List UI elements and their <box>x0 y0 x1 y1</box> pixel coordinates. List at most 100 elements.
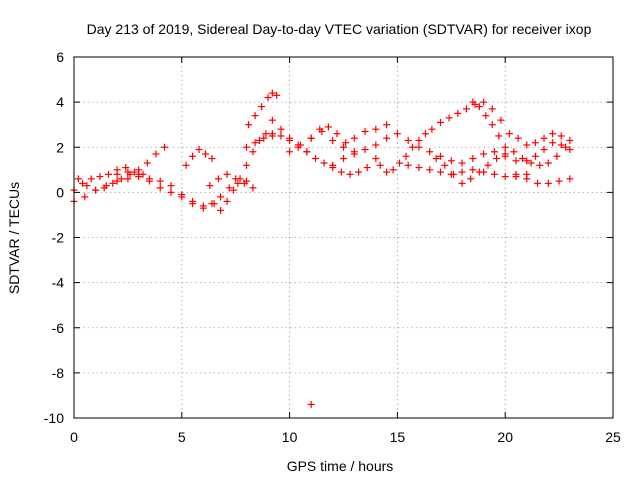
series-arc-s <box>432 150 509 187</box>
data-point <box>376 161 384 169</box>
data-point <box>143 159 151 167</box>
data-point <box>217 206 225 214</box>
data-point <box>506 130 514 138</box>
plot-frame <box>73 56 614 419</box>
data-point <box>156 177 164 185</box>
data-point <box>553 152 561 160</box>
data-point <box>268 130 276 138</box>
data-point <box>383 134 391 142</box>
data-point <box>286 134 294 142</box>
data-point <box>523 141 531 149</box>
data-point <box>426 148 434 156</box>
data-point <box>404 136 412 144</box>
y-tick-labels: -10 -8 -6 -4 -2 0 2 4 6 <box>44 49 64 426</box>
data-point <box>81 193 89 201</box>
data-point <box>415 164 423 172</box>
data-point <box>161 143 169 151</box>
data-point <box>475 103 483 111</box>
data-point <box>350 150 358 158</box>
data-point <box>195 146 203 154</box>
data-point <box>441 161 449 169</box>
series-arc-c <box>74 143 169 194</box>
y-axis-label: SDTVAR / TECUs <box>6 182 22 294</box>
data-point <box>307 134 315 142</box>
data-point <box>296 141 304 149</box>
data-point <box>531 152 539 160</box>
data-point <box>404 161 412 169</box>
data-point <box>523 175 531 183</box>
data-point <box>482 112 490 120</box>
data-point <box>389 166 397 174</box>
data-point <box>372 141 380 149</box>
data-point <box>501 150 509 158</box>
data-point <box>484 161 492 169</box>
data-point <box>113 177 121 185</box>
data-point <box>258 103 266 111</box>
data-point <box>286 148 294 156</box>
data-point <box>458 168 466 176</box>
data-point <box>437 152 445 160</box>
series-arc-u <box>523 139 574 165</box>
data-point <box>122 164 130 172</box>
data-point <box>512 157 520 165</box>
data-point <box>432 155 440 163</box>
data-point <box>469 166 477 174</box>
data-point <box>262 130 270 138</box>
series-arc-e <box>182 146 216 169</box>
data-point <box>383 168 391 176</box>
data-point <box>566 136 574 144</box>
data-point <box>372 125 380 133</box>
data-point <box>480 150 488 158</box>
data-point <box>124 168 132 176</box>
data-point <box>329 161 337 169</box>
data-point <box>437 168 445 176</box>
data-point <box>383 121 391 129</box>
chart-title: Day 213 of 2019, Sidereal Day-to-day VTE… <box>87 21 592 37</box>
data-point <box>363 164 371 172</box>
data-point <box>135 170 143 178</box>
data-point <box>92 186 100 194</box>
data-point <box>167 182 175 190</box>
data-point <box>206 182 214 190</box>
data-point <box>396 159 404 167</box>
data-point <box>415 143 423 151</box>
data-point <box>518 155 526 163</box>
data-point <box>458 179 466 187</box>
series-arc-d <box>113 168 207 210</box>
x-tick-label: 25 <box>605 429 621 445</box>
data-point <box>311 155 319 163</box>
data-point <box>316 125 324 133</box>
data-point <box>512 170 520 178</box>
data-point <box>210 200 218 208</box>
data-point <box>566 146 574 154</box>
data-point <box>408 143 416 151</box>
data-point <box>251 112 259 120</box>
y-tick-label: 6 <box>56 49 64 65</box>
y-tick-label: -8 <box>52 365 65 381</box>
series-arc-k <box>286 121 391 156</box>
data-point <box>527 159 535 167</box>
data-point <box>260 134 268 142</box>
data-points <box>70 89 574 408</box>
data-point <box>264 94 272 102</box>
data-point <box>361 146 369 154</box>
data-point <box>426 166 434 174</box>
data-point <box>223 170 231 178</box>
data-point <box>337 168 345 176</box>
series-arc-j <box>268 116 380 178</box>
data-point <box>232 175 240 183</box>
data-point <box>333 130 341 138</box>
series-arc-q <box>469 98 570 169</box>
data-point <box>242 143 250 151</box>
series-arc-g <box>206 170 257 192</box>
data-point <box>223 197 231 205</box>
data-point <box>189 152 197 160</box>
data-point <box>346 170 354 178</box>
data-point <box>469 98 477 106</box>
data-point <box>202 150 210 158</box>
data-point <box>214 175 222 183</box>
data-point <box>251 139 259 147</box>
data-point <box>514 134 522 142</box>
